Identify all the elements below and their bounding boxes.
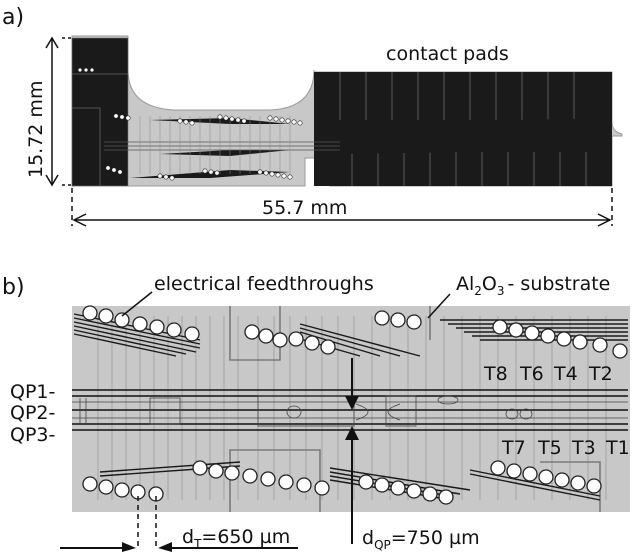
trap-spacing-dimension xyxy=(60,496,298,552)
electrical-feedthroughs-label: electrical feedthroughs xyxy=(154,273,374,295)
feedthrough-pointer xyxy=(121,291,153,317)
substrate-pointer xyxy=(427,293,451,319)
panel-a-label: a) xyxy=(2,5,24,30)
width-dimension-label: 55.7 mm xyxy=(262,197,347,219)
height-dimension-label: 15.72 mm xyxy=(25,81,47,178)
chip-overview xyxy=(71,35,623,187)
qp-spacing-arrows xyxy=(345,358,359,544)
trap-spacing-label: dT=650 µm xyxy=(182,526,290,551)
trap-label-t2: T2 xyxy=(588,363,613,385)
qp1-label: QP1- xyxy=(10,381,55,403)
height-dimension xyxy=(45,36,72,187)
trap-label-t5: T5 xyxy=(537,437,562,459)
trap-closeup xyxy=(72,305,630,512)
qp3-label: QP3- xyxy=(10,424,55,446)
width-dimension xyxy=(71,188,613,227)
trap-label-t7: T7 xyxy=(501,437,526,459)
qp2-label: QP2- xyxy=(10,402,55,424)
substrate-label: Al2O3- substrate xyxy=(456,273,610,298)
trap-label-t6: T6 xyxy=(519,363,544,385)
trap-label-t3: T3 xyxy=(571,437,596,459)
qp-spacing-label: dQP=750 µm xyxy=(362,527,480,552)
contact-pads-label: contact pads xyxy=(386,43,509,65)
trap-label-t8: T8 xyxy=(483,363,508,385)
trap-label-t4: T4 xyxy=(553,363,578,385)
trap-label-t1: T1 xyxy=(605,437,630,459)
panel-b-label: b) xyxy=(2,275,25,300)
